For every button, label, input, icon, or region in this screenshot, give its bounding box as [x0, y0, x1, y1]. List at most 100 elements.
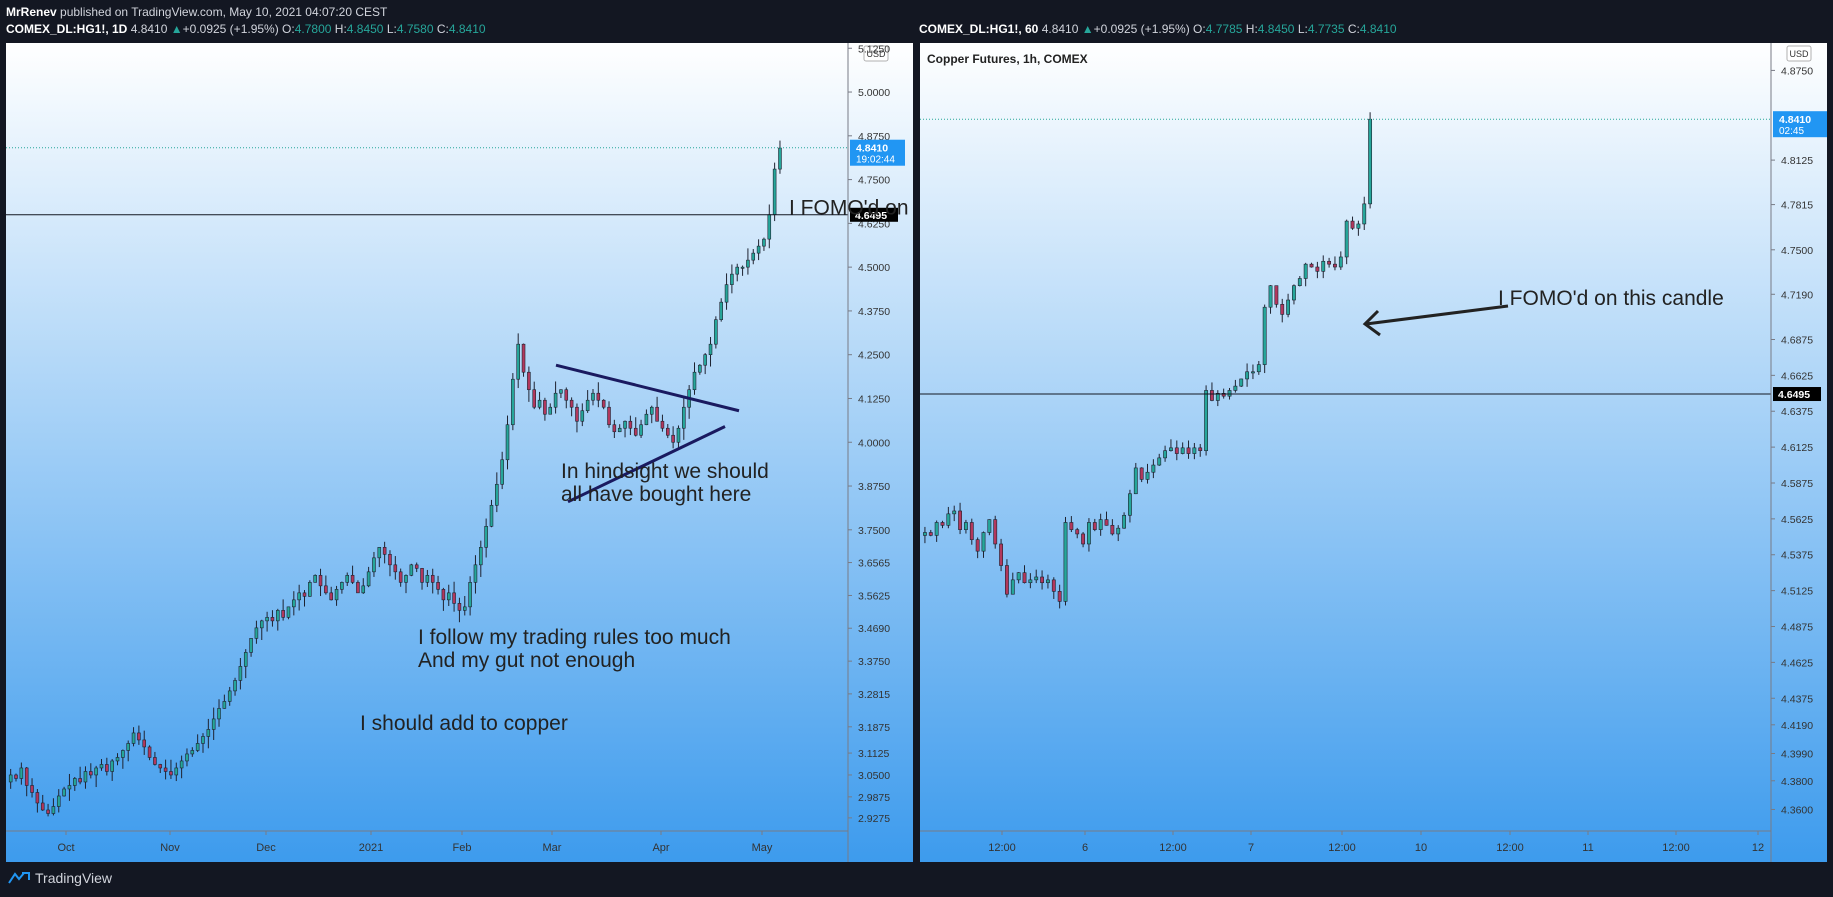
candle-body — [1022, 572, 1027, 584]
right-symbol[interactable]: COMEX_DL:HG1!, 60 — [919, 22, 1039, 36]
candle-body — [324, 585, 328, 594]
y-tick-label: 4.4875 — [1781, 622, 1813, 634]
x-tick-label: Feb — [453, 842, 472, 854]
candle-body — [1215, 393, 1220, 401]
candle-body — [495, 483, 499, 506]
candle-body — [1098, 519, 1103, 530]
candle-body — [596, 392, 601, 401]
y-tick-label: 4.6625 — [1781, 370, 1813, 382]
triangle-lower-trendline — [567, 425, 726, 504]
publish-info: published on TradingView.com, May 10, 20… — [60, 5, 388, 19]
candle-body — [1034, 576, 1039, 581]
candle-body — [1122, 514, 1126, 529]
y-tick-label: 3.1125 — [858, 748, 889, 760]
author-name[interactable]: MrRenev — [6, 5, 57, 19]
panel-divider[interactable] — [913, 43, 920, 862]
candle-body — [940, 522, 945, 526]
annotation-rules-2: And my gut not enough — [418, 649, 635, 672]
candle-body — [762, 238, 766, 247]
x-tick-label: Apr — [652, 842, 669, 854]
left-quote-line: COMEX_DL:HG1!, 1D 4.8410 ▲+0.0925 (+1.95… — [6, 22, 486, 36]
candle-body — [185, 753, 189, 762]
candle-body — [473, 564, 478, 583]
candle-body — [441, 589, 446, 601]
candle-body — [126, 743, 130, 751]
y-tick-label: 4.3990 — [1781, 749, 1813, 761]
candle-body — [318, 575, 323, 587]
candle-body — [14, 774, 18, 779]
left-symbol[interactable]: COMEX_DL:HG1!, 1D — [6, 22, 128, 36]
tradingview-brand: TradingView — [35, 870, 113, 886]
candle-body — [211, 718, 216, 730]
y-tick-label: 4.6875 — [1781, 334, 1813, 346]
candle-body — [1227, 390, 1232, 397]
candle-body — [585, 399, 590, 412]
candle-body — [682, 406, 686, 429]
annotation-add-copper: I should add to copper — [360, 712, 568, 735]
candle-body — [639, 424, 643, 436]
candle-body — [249, 638, 253, 653]
candle-body — [40, 802, 45, 811]
y-tick-label: 4.4625 — [1781, 657, 1813, 669]
candle-body — [1315, 266, 1320, 272]
candle-body — [671, 434, 675, 443]
left-low: 4.7580 — [396, 22, 434, 36]
candle-body — [1321, 260, 1326, 272]
candle-body — [1356, 223, 1361, 229]
annotation-hindsight-1: In hindsight we should — [561, 460, 769, 483]
candle-body — [94, 767, 98, 776]
currency-badge — [1786, 45, 1812, 62]
candle-body — [1186, 447, 1191, 454]
y-tick-label: 3.2815 — [858, 689, 890, 701]
candle-body — [404, 575, 408, 583]
candle-body — [1174, 447, 1179, 454]
candle-body — [115, 757, 120, 762]
candle-body — [484, 526, 488, 548]
candle-body — [1233, 385, 1238, 391]
candle-body — [1128, 493, 1132, 516]
candle-body — [1251, 371, 1255, 374]
up-arrow-icon: ▲ — [170, 22, 183, 36]
candle-body — [649, 406, 654, 415]
candle-body — [607, 406, 611, 426]
candle-body — [56, 795, 61, 807]
candle-body — [174, 767, 179, 776]
x-tick-label: 7 — [1248, 842, 1254, 854]
candle-body — [195, 743, 200, 751]
candle-body — [617, 427, 622, 433]
candle-body — [19, 767, 24, 779]
tradingview-logo[interactable]: TradingView — [8, 870, 112, 886]
candle-body — [158, 764, 163, 769]
candle-body — [772, 168, 777, 215]
candle-body — [999, 543, 1003, 566]
y-tick-label: 4.3750 — [858, 306, 890, 318]
candle-body — [8, 774, 13, 783]
candle-body — [1268, 285, 1273, 308]
candle-body — [372, 557, 376, 573]
candle-body — [532, 389, 536, 408]
candle-body — [676, 427, 681, 443]
candle-body — [987, 519, 992, 533]
y-tick-label: 4.7500 — [858, 175, 890, 187]
countdown-label: 02:45 — [1779, 126, 1804, 137]
y-tick-label: 4.2500 — [858, 350, 890, 362]
candle-body — [1092, 522, 1097, 530]
candle-body — [1262, 306, 1267, 365]
annotation-rules-1: I follow my trading rules too much — [418, 626, 731, 649]
daily-candlestick-chart[interactable]: USD5.12505.00004.87504.75004.62504.50004… — [6, 43, 913, 862]
y-tick-label: 3.8750 — [858, 481, 890, 493]
candle-body — [746, 259, 750, 268]
chart-background — [920, 43, 1827, 862]
candle-body — [591, 392, 595, 401]
candle-body — [420, 568, 424, 583]
candle-body — [958, 510, 962, 530]
candle-body — [975, 539, 980, 552]
hourly-candlestick-chart[interactable]: USD 4.8750 4.8125 4.7815 4.7500 4.7190 4.6875 4… — [920, 43, 1827, 862]
candle-body — [946, 513, 951, 526]
candle-body — [292, 599, 296, 608]
candle-body — [1069, 522, 1074, 530]
currency-badge — [863, 45, 889, 62]
candle-body — [1169, 447, 1173, 452]
right-change: +0.0925 (+1.95%) — [1093, 22, 1190, 36]
x-tick-label: 12:00 — [1662, 842, 1690, 854]
